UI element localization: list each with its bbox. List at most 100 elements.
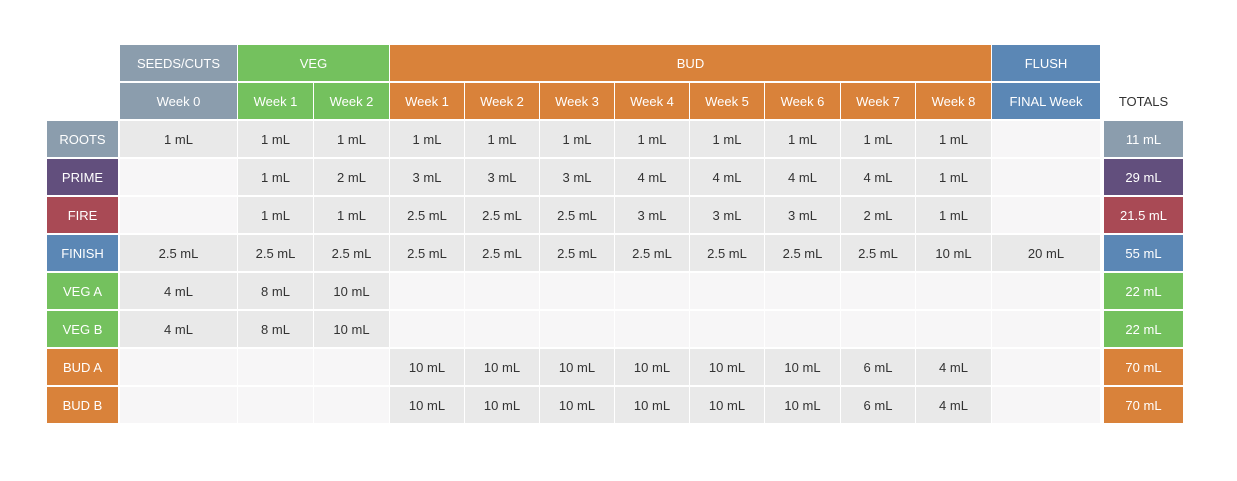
dose-cell — [120, 197, 237, 233]
dose-cell: 1 mL — [238, 159, 313, 195]
dose-cell: 1 mL — [314, 121, 389, 157]
dose-cell — [765, 273, 840, 309]
row-label-fire: FIRE — [47, 197, 118, 233]
dose-cell: 10 mL — [540, 349, 614, 385]
dose-cell — [841, 311, 915, 347]
dose-cell: 3 mL — [765, 197, 840, 233]
dose-cell: 4 mL — [765, 159, 840, 195]
dose-cell — [992, 311, 1100, 347]
dose-cell — [390, 273, 464, 309]
dose-cell — [465, 273, 539, 309]
dose-cell: 2.5 mL — [540, 197, 614, 233]
dose-cell: 1 mL — [465, 121, 539, 157]
row-label-veg-a: VEG A — [47, 273, 118, 309]
dose-cell: 10 mL — [765, 349, 840, 385]
dose-cell: 2.5 mL — [390, 235, 464, 271]
dose-cell: 10 mL — [615, 349, 689, 385]
row-label-finish: FINISH — [47, 235, 118, 271]
dose-cell: 2.5 mL — [540, 235, 614, 271]
dose-cell: 1 mL — [238, 121, 313, 157]
dose-cell: 1 mL — [916, 121, 991, 157]
dose-cell: 6 mL — [841, 387, 915, 423]
dose-cell: 10 mL — [540, 387, 614, 423]
dose-cell: 4 mL — [615, 159, 689, 195]
dose-cell — [465, 311, 539, 347]
dose-cell — [540, 273, 614, 309]
row-total: 22 mL — [1104, 273, 1183, 309]
week-header: Week 4 — [615, 83, 689, 119]
row-total: 70 mL — [1104, 349, 1183, 385]
dose-cell — [841, 273, 915, 309]
dose-cell: 10 mL — [690, 387, 764, 423]
dose-cell: 3 mL — [465, 159, 539, 195]
dose-cell: 1 mL — [238, 197, 313, 233]
dose-cell: 1 mL — [841, 121, 915, 157]
dose-cell: 2.5 mL — [690, 235, 764, 271]
dose-cell: 8 mL — [238, 273, 313, 309]
dose-cell — [992, 121, 1100, 157]
row-label-bud-b: BUD B — [47, 387, 118, 423]
dose-cell: 10 mL — [615, 387, 689, 423]
row-total: 70 mL — [1104, 387, 1183, 423]
group-header-veg: VEG — [238, 45, 389, 81]
dose-cell — [992, 197, 1100, 233]
week-header: Week 0 — [120, 83, 237, 119]
dose-cell: 2 mL — [841, 197, 915, 233]
dose-cell: 2.5 mL — [314, 235, 389, 271]
dose-cell: 10 mL — [690, 349, 764, 385]
dose-cell — [690, 273, 764, 309]
dose-cell: 10 mL — [314, 273, 389, 309]
week-header: Week 2 — [314, 83, 389, 119]
dose-cell: 4 mL — [690, 159, 764, 195]
week-header: Week 7 — [841, 83, 915, 119]
dose-cell: 20 mL — [992, 235, 1100, 271]
dose-cell: 3 mL — [540, 159, 614, 195]
row-total: 55 mL — [1104, 235, 1183, 271]
dose-cell: 10 mL — [465, 349, 539, 385]
dose-cell — [314, 387, 389, 423]
dose-cell: 4 mL — [916, 387, 991, 423]
dose-cell: 2.5 mL — [841, 235, 915, 271]
week-header: Week 8 — [916, 83, 991, 119]
dose-cell: 1 mL — [916, 197, 991, 233]
dose-cell: 4 mL — [120, 311, 237, 347]
week-header: Week 5 — [690, 83, 764, 119]
dose-cell: 10 mL — [390, 349, 464, 385]
dose-cell: 10 mL — [765, 387, 840, 423]
dose-cell: 4 mL — [841, 159, 915, 195]
dose-cell: 10 mL — [916, 235, 991, 271]
dose-cell — [120, 387, 237, 423]
dose-cell: 10 mL — [465, 387, 539, 423]
week-header: Week 1 — [238, 83, 313, 119]
dose-cell: 1 mL — [615, 121, 689, 157]
dose-cell — [540, 311, 614, 347]
week-header: FINAL Week — [992, 83, 1100, 119]
row-total: 22 mL — [1104, 311, 1183, 347]
dose-cell: 2 mL — [314, 159, 389, 195]
dose-cell: 2.5 mL — [238, 235, 313, 271]
group-header-bud: BUD — [390, 45, 991, 81]
dose-cell — [615, 273, 689, 309]
dose-cell — [314, 349, 389, 385]
row-total: 29 mL — [1104, 159, 1183, 195]
week-header: Week 1 — [390, 83, 464, 119]
dose-cell: 3 mL — [615, 197, 689, 233]
dose-cell — [390, 311, 464, 347]
week-header: Week 3 — [540, 83, 614, 119]
group-header-seeds-cuts: SEEDS/CUTS — [120, 45, 237, 81]
dose-cell — [992, 387, 1100, 423]
dose-cell: 1 mL — [916, 159, 991, 195]
row-label-bud-a: BUD A — [47, 349, 118, 385]
dose-cell: 8 mL — [238, 311, 313, 347]
row-label-veg-b: VEG B — [47, 311, 118, 347]
dose-cell: 4 mL — [916, 349, 991, 385]
dose-cell: 2.5 mL — [120, 235, 237, 271]
dose-cell: 1 mL — [765, 121, 840, 157]
week-header: Week 2 — [465, 83, 539, 119]
dose-cell: 1 mL — [540, 121, 614, 157]
dose-cell: 2.5 mL — [390, 197, 464, 233]
dose-cell — [690, 311, 764, 347]
group-header-flush: FLUSH — [992, 45, 1100, 81]
row-label-roots: ROOTS — [47, 121, 118, 157]
dose-cell: 1 mL — [690, 121, 764, 157]
